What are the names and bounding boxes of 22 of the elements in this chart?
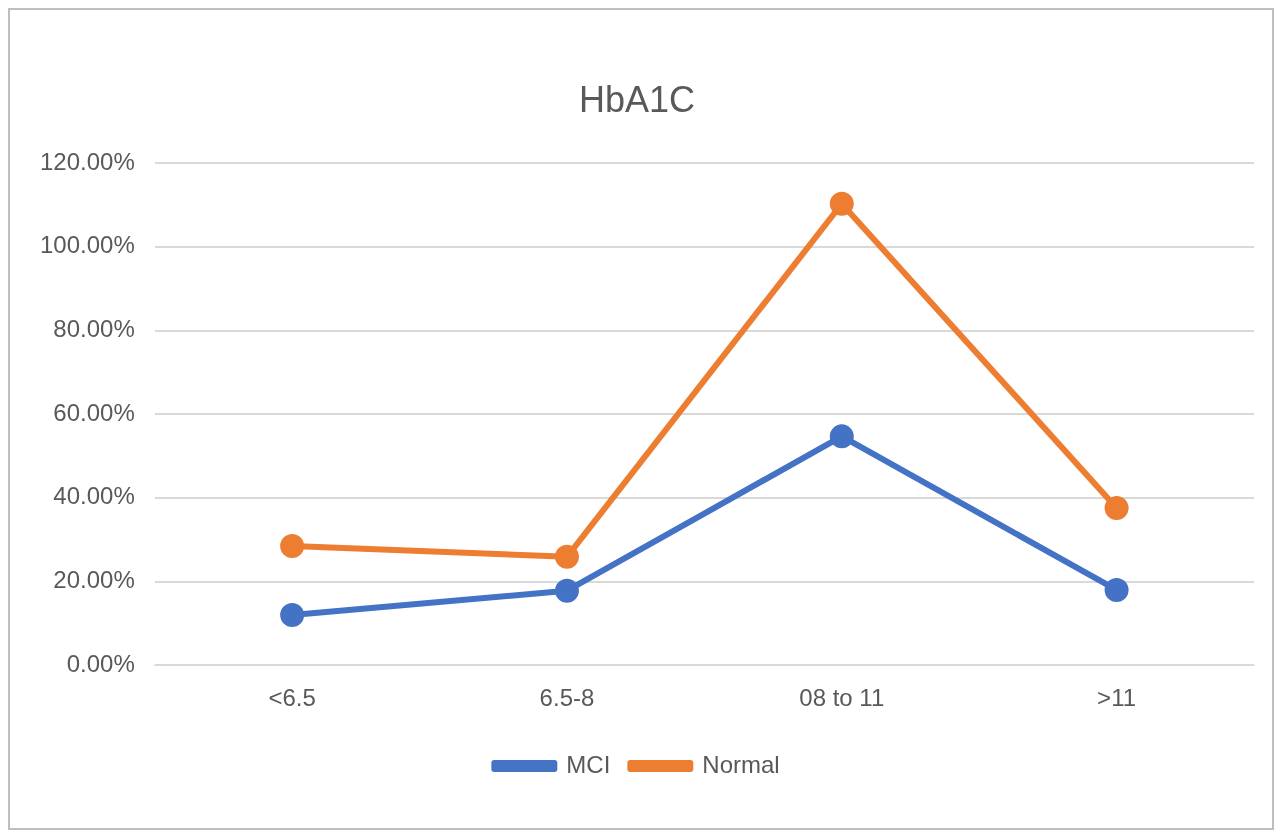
point — [280, 533, 305, 558]
point — [280, 603, 305, 627]
point — [554, 578, 579, 603]
y-tick-label: 80.00% — [53, 315, 135, 343]
point — [829, 191, 854, 216]
y-tick-label: 120.00% — [40, 147, 135, 175]
x-tick-label: 08 to 11 — [799, 684, 885, 712]
point — [829, 424, 854, 449]
point — [554, 544, 579, 569]
y-tick-label: 100.00% — [40, 231, 135, 259]
point — [1104, 577, 1129, 602]
legend-label: Normal — [702, 750, 780, 778]
x-tick-label: <6.5 — [268, 684, 316, 712]
y-tick-label: 0.00% — [66, 649, 135, 677]
chart-title: HbA1C — [578, 78, 696, 120]
y-tick-label: 40.00% — [53, 482, 135, 510]
y-tick-label: 20.00% — [53, 566, 135, 594]
y-tick-label: 60.00% — [53, 398, 135, 426]
point — [1104, 495, 1129, 520]
x-tick-label: 6.5-8 — [539, 684, 595, 712]
legend-label: MCI — [566, 750, 611, 778]
x-tick-label: >11 — [1097, 684, 1137, 712]
